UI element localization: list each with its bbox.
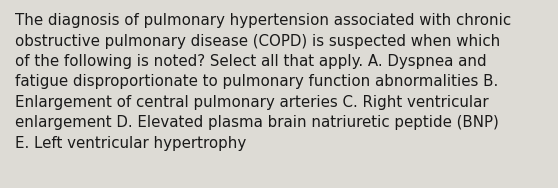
- Text: The diagnosis of pulmonary hypertension associated with chronic
obstructive pulm: The diagnosis of pulmonary hypertension …: [15, 13, 511, 151]
